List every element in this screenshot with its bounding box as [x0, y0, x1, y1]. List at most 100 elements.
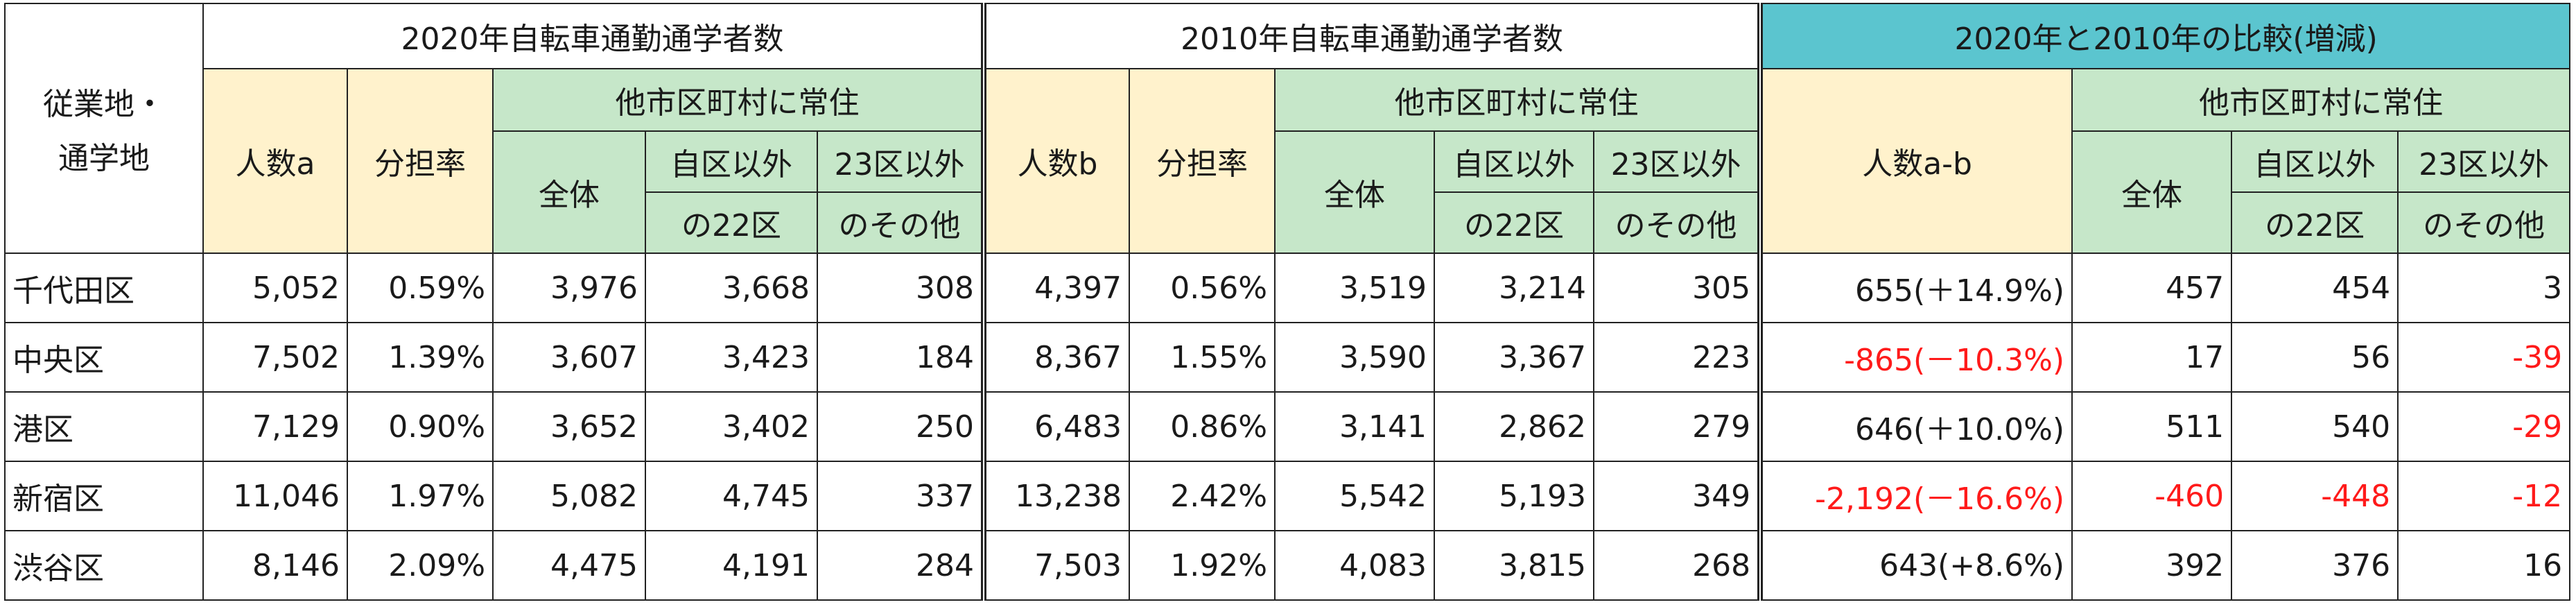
outside23-b-header-line2: のその他 [1593, 191, 1761, 254]
table-row: 渋谷区 8,146 2.09% 4,475 4,191 284 7,503 1.92% 4,08… [4, 530, 2571, 601]
outside23-a-cell: 337 [816, 461, 985, 531]
total-b-cell: 3,519 [1274, 253, 1436, 323]
count-a-cell: 7,129 [202, 391, 348, 462]
place-header-line2: 通学地 [58, 141, 150, 176]
outside23-b-cell: 268 [1593, 530, 1761, 601]
total-diff-header: 全体 [2071, 130, 2233, 254]
outside23-b-cell: 305 [1593, 253, 1761, 323]
ward-name-cell: 千代田区 [4, 253, 204, 323]
other22-diff-cell: 540 [2231, 391, 2399, 462]
outside23-diff-cell: 3 [2397, 253, 2571, 323]
other22-b-cell: 5,193 [1434, 461, 1595, 531]
count-b-cell: 8,367 [981, 322, 1131, 393]
other22-a-cell: 4,191 [645, 530, 818, 601]
other-resident-diff-header: 他市区町村に常住 [2071, 68, 2571, 132]
ward-name-cell: 新宿区 [4, 461, 204, 531]
share-a-cell: 2.09% [347, 530, 494, 601]
outside23-a-header-line2: のその他 [816, 191, 985, 254]
outside23-diff-cell: 16 [2397, 530, 2571, 601]
count-diff-cell: 643(+8.6%) [1757, 530, 2073, 601]
ward-name-cell: 渋谷区 [4, 530, 204, 601]
share-b-cell: 0.86% [1129, 391, 1276, 462]
other22-a-cell: 3,668 [645, 253, 818, 323]
share-a-cell: 0.90% [347, 391, 494, 462]
group-compare-header: 2020年と2010年の比較(増減) [1757, 3, 2571, 69]
share-a-cell: 1.97% [347, 461, 494, 531]
ward-name-cell: 中央区 [4, 322, 204, 393]
total-a-header: 全体 [492, 130, 646, 254]
total-diff-cell: 511 [2071, 391, 2233, 462]
other22-diff-header-line1: 自区以外 [2231, 130, 2399, 193]
total-b-cell: 4,083 [1274, 530, 1436, 601]
outside23-a-cell: 250 [816, 391, 985, 462]
other22-diff-cell: 454 [2231, 253, 2399, 323]
count-b-header: 人数b [981, 68, 1131, 254]
count-b-cell: 7,503 [981, 530, 1131, 601]
table-row: 新宿区 11,046 1.97% 5,082 4,745 337 13,238 2.42% 5,… [4, 461, 2571, 531]
total-b-cell: 3,590 [1274, 322, 1436, 393]
table-row: 千代田区 5,052 0.59% 3,976 3,668 308 4,397 0.56% 3,5… [4, 253, 2571, 323]
total-a-cell: 5,082 [492, 461, 646, 531]
count-a-cell: 8,146 [202, 530, 348, 601]
outside23-b-header-line1: 23区以外 [1593, 130, 1761, 193]
other22-a-cell: 4,745 [645, 461, 818, 531]
other22-b-header-line1: 自区以外 [1434, 130, 1595, 193]
other22-b-cell: 3,214 [1434, 253, 1595, 323]
table-row: 港区 7,129 0.90% 3,652 3,402 250 6,483 0.86% 3,141… [4, 391, 2571, 462]
other22-diff-header-line2: の22区 [2231, 191, 2399, 254]
count-b-cell: 4,397 [981, 253, 1131, 323]
outside23-b-cell: 279 [1593, 391, 1761, 462]
total-a-cell: 3,652 [492, 391, 646, 462]
other22-b-cell: 3,367 [1434, 322, 1595, 393]
share-a-cell: 0.59% [347, 253, 494, 323]
other-resident-a-header: 他市区町村に常住 [491, 68, 985, 132]
total-a-cell: 4,475 [492, 530, 646, 601]
other22-diff-cell: 376 [2231, 530, 2399, 601]
other22-b-cell: 3,815 [1434, 530, 1595, 601]
group-2010-header: 2010年自転車通勤通学者数 [981, 3, 1761, 69]
count-a-cell: 7,502 [202, 322, 348, 393]
other22-a-header-line2: の22区 [645, 191, 818, 254]
outside23-diff-header-line1: 23区以外 [2397, 130, 2571, 193]
share-b-cell: 0.56% [1129, 253, 1276, 323]
outside23-diff-cell: -39 [2397, 322, 2571, 393]
total-diff-cell: 457 [2071, 253, 2233, 323]
group-2020-header: 2020年自転車通勤通学者数 [202, 3, 985, 69]
share-a-cell: 1.39% [347, 322, 494, 393]
total-diff-cell: -460 [2071, 461, 2233, 531]
share-b-cell: 1.92% [1129, 530, 1276, 601]
count-diff-header: 人数a-b [1757, 68, 2073, 254]
share-b-header: 分担率 [1129, 68, 1276, 254]
count-a-cell: 11,046 [202, 461, 348, 531]
outside23-a-header-line1: 23区以外 [816, 130, 985, 193]
outside23-diff-cell: -12 [2397, 461, 2571, 531]
count-diff-cell: -2,192(－16.6%) [1757, 461, 2073, 531]
count-a-cell: 5,052 [202, 253, 348, 323]
total-b-cell: 5,542 [1274, 461, 1436, 531]
total-diff-cell: 17 [2071, 322, 2233, 393]
other22-a-cell: 3,423 [645, 322, 818, 393]
other-resident-b-header: 他市区町村に常住 [1274, 68, 1761, 132]
count-diff-cell: 655(＋14.9%) [1757, 253, 2073, 323]
ward-name-cell: 港区 [4, 391, 204, 462]
other22-diff-cell: -448 [2231, 461, 2399, 531]
other22-diff-cell: 56 [2231, 322, 2399, 393]
share-b-cell: 1.55% [1129, 322, 1276, 393]
total-a-cell: 3,607 [492, 322, 646, 393]
other22-a-header-line1: 自区以外 [645, 130, 818, 193]
outside23-a-cell: 184 [816, 322, 985, 393]
place-header: 従業地・ 通学地 [4, 3, 204, 254]
count-diff-cell: 646(＋10.0%) [1757, 391, 2073, 462]
count-b-cell: 6,483 [981, 391, 1131, 462]
total-a-cell: 3,976 [492, 253, 646, 323]
table-row: 中央区 7,502 1.39% 3,607 3,423 184 8,367 1.55% 3,59… [4, 322, 2571, 393]
commute-table: 従業地・ 通学地 2020年自転車通勤通学者数 2010年自転車通勤通学者数 2… [4, 3, 2571, 601]
other22-b-header-line2: の22区 [1434, 191, 1595, 254]
count-diff-cell: -865(－10.3%) [1757, 322, 2073, 393]
outside23-diff-cell: -29 [2397, 391, 2571, 462]
outside23-diff-header-line2: のその他 [2397, 191, 2571, 254]
share-a-header: 分担率 [347, 68, 494, 254]
other22-b-cell: 2,862 [1434, 391, 1595, 462]
other22-a-cell: 3,402 [645, 391, 818, 462]
